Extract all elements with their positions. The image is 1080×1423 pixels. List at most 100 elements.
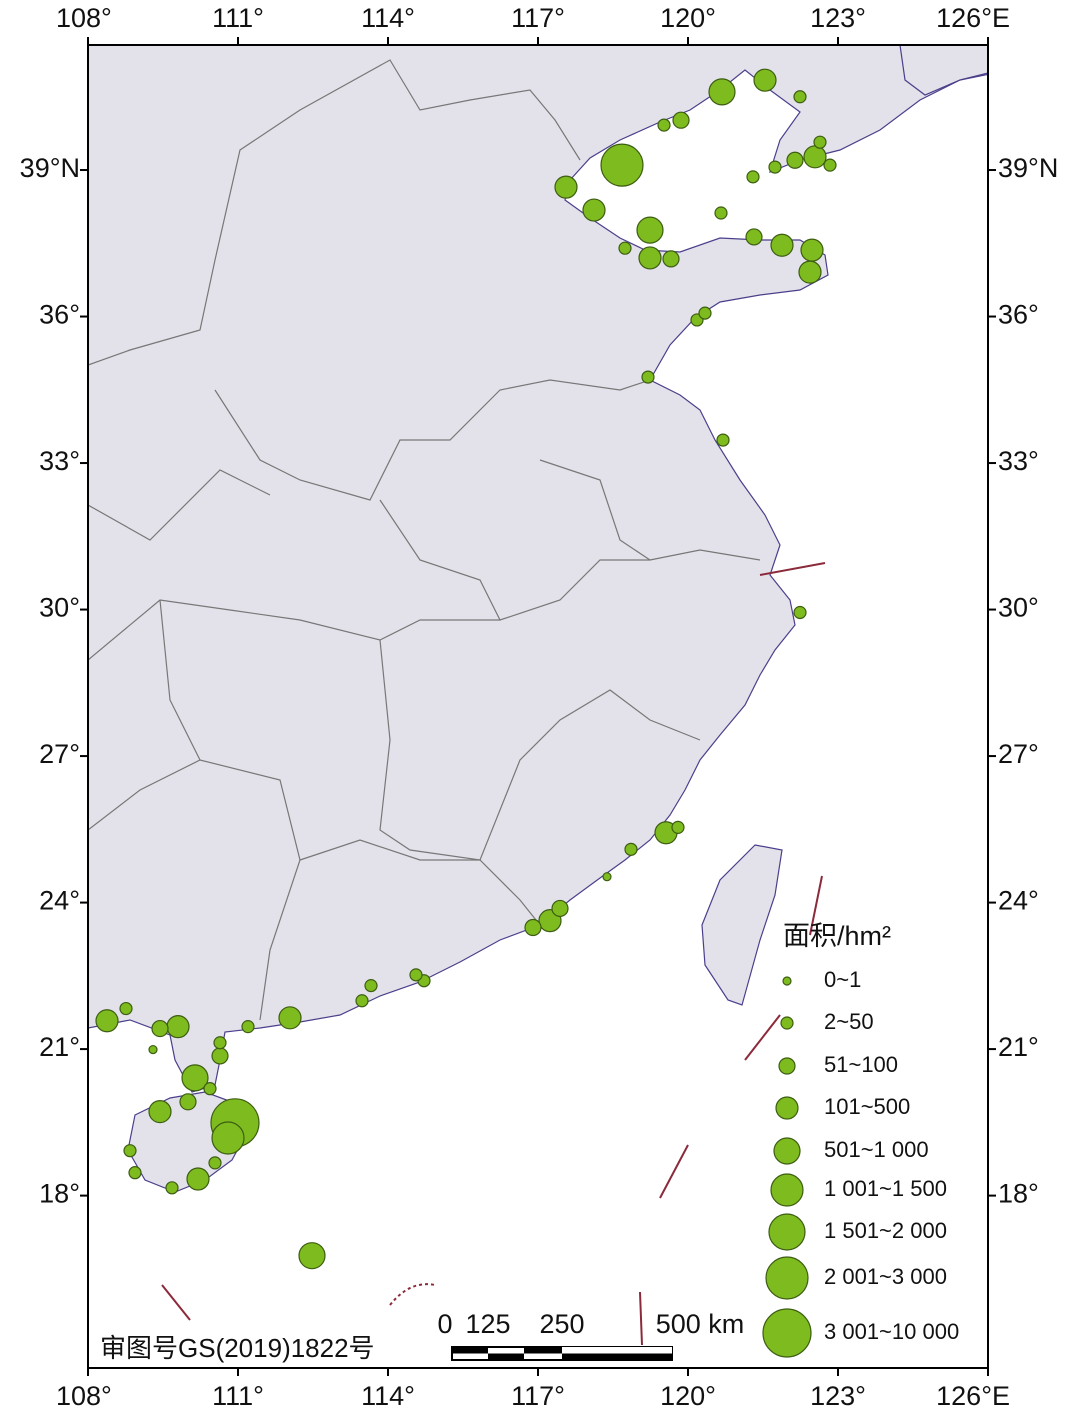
site-point	[554, 175, 578, 199]
site-point	[298, 1242, 326, 1270]
scale-label: 0	[437, 1309, 452, 1339]
site-point	[203, 1082, 217, 1096]
mainland	[88, 45, 988, 1093]
legend-label: 51~100	[824, 1052, 898, 1077]
site-point	[823, 158, 837, 172]
taiwan	[701, 844, 783, 1006]
scale-label: 125	[465, 1309, 510, 1339]
site-point	[793, 605, 807, 620]
y-tick-label: 24°	[39, 886, 80, 916]
boundary-lines	[161, 562, 826, 1346]
legend-symbol	[782, 976, 792, 986]
site-point	[745, 228, 763, 246]
site-point	[582, 198, 606, 222]
site-point	[698, 306, 712, 320]
legend-symbol	[775, 1096, 799, 1120]
x-tick-label: 108°	[56, 1381, 112, 1411]
site-point	[211, 1047, 229, 1065]
site-point	[753, 68, 777, 92]
legend-symbol	[768, 1213, 806, 1251]
site-point	[672, 111, 690, 129]
site-point	[671, 820, 685, 834]
x-tick-label: 117°	[511, 3, 565, 33]
y-tick-label: 18°	[39, 1179, 80, 1209]
scale-seg	[452, 1347, 488, 1354]
site-point	[813, 135, 827, 149]
x-tick-label: 123°	[810, 1381, 866, 1411]
x-tick-label: 126°E	[936, 1381, 1010, 1411]
site-point	[128, 1166, 142, 1180]
approval-number: 审图号GS(2019)1822号	[100, 1333, 375, 1363]
site-point	[716, 433, 730, 447]
site-point	[119, 1001, 133, 1016]
x-tick-label: 123°	[810, 3, 866, 33]
site-point	[800, 238, 824, 262]
x-tick-label: 111°	[212, 3, 264, 33]
y-tick-label: 21°	[39, 1032, 80, 1062]
site-point	[148, 1100, 172, 1124]
legend-symbol	[762, 1308, 812, 1358]
site-point	[798, 260, 822, 284]
site-point	[793, 90, 807, 104]
site-point	[123, 1144, 137, 1158]
x-tick-label: 114°	[361, 3, 415, 33]
y-tick-label: 33°	[998, 446, 1039, 476]
site-point	[618, 241, 632, 255]
y-tick-label: 24°	[998, 886, 1039, 916]
scale-seg	[488, 1353, 524, 1360]
x-tick-label: 111°	[212, 1381, 264, 1411]
legend-label: 101~500	[824, 1094, 910, 1119]
site-point	[364, 979, 378, 993]
site-point	[708, 78, 736, 106]
y-tick-label: 39°N	[998, 153, 1058, 183]
site-point	[148, 1044, 158, 1055]
y-tick-label: 27°	[998, 739, 1039, 769]
site-point	[208, 1156, 222, 1170]
site-point	[768, 160, 782, 174]
legend-label: 2 001~3 000	[824, 1264, 947, 1289]
legend-title: 面积/hm²	[783, 921, 891, 951]
site-point	[662, 250, 680, 268]
x-tick-label: 120°	[660, 1381, 716, 1411]
legend-label: 501~1 000	[824, 1137, 929, 1162]
legend-symbol	[780, 1016, 794, 1030]
site-point	[602, 872, 612, 882]
site-point	[786, 151, 804, 169]
site-point	[524, 918, 542, 937]
scale-seg	[562, 1353, 672, 1360]
legend-symbol	[770, 1173, 804, 1207]
site-point	[714, 206, 728, 220]
site-point	[95, 1009, 119, 1033]
site-point	[636, 216, 664, 244]
x-tick-label: 126°E	[936, 3, 1010, 33]
site-point	[179, 1093, 197, 1111]
legend-label: 1 001~1 500	[824, 1176, 947, 1201]
y-tick-label: 36°	[39, 300, 80, 330]
legend-symbol	[773, 1137, 801, 1165]
legend-label: 1 501~2 000	[824, 1218, 947, 1243]
y-tick-label: 36°	[998, 300, 1039, 330]
province-borders	[88, 59, 761, 1021]
legend-label: 0~1	[824, 967, 861, 992]
site-point	[241, 1020, 255, 1034]
legend-label: 2~50	[824, 1009, 874, 1034]
site-point	[181, 1064, 209, 1092]
site-point	[211, 1121, 245, 1155]
legend-symbol	[778, 1057, 796, 1075]
y-tick-label: 30°	[39, 593, 80, 623]
site-point	[166, 1015, 190, 1039]
y-tick-label: 33°	[39, 446, 80, 476]
y-tick-label: 27°	[39, 739, 80, 769]
x-tick-label: 114°	[361, 1381, 415, 1411]
site-point	[746, 170, 760, 184]
site-point	[213, 1036, 227, 1050]
scale-seg	[562, 1347, 672, 1354]
site-point	[151, 1019, 169, 1038]
site-point	[600, 143, 644, 187]
y-tick-label: 21°	[998, 1032, 1039, 1062]
site-point	[355, 994, 369, 1008]
korea	[899, 45, 988, 96]
scale-label: 500 km	[656, 1309, 745, 1339]
site-point	[641, 370, 655, 384]
